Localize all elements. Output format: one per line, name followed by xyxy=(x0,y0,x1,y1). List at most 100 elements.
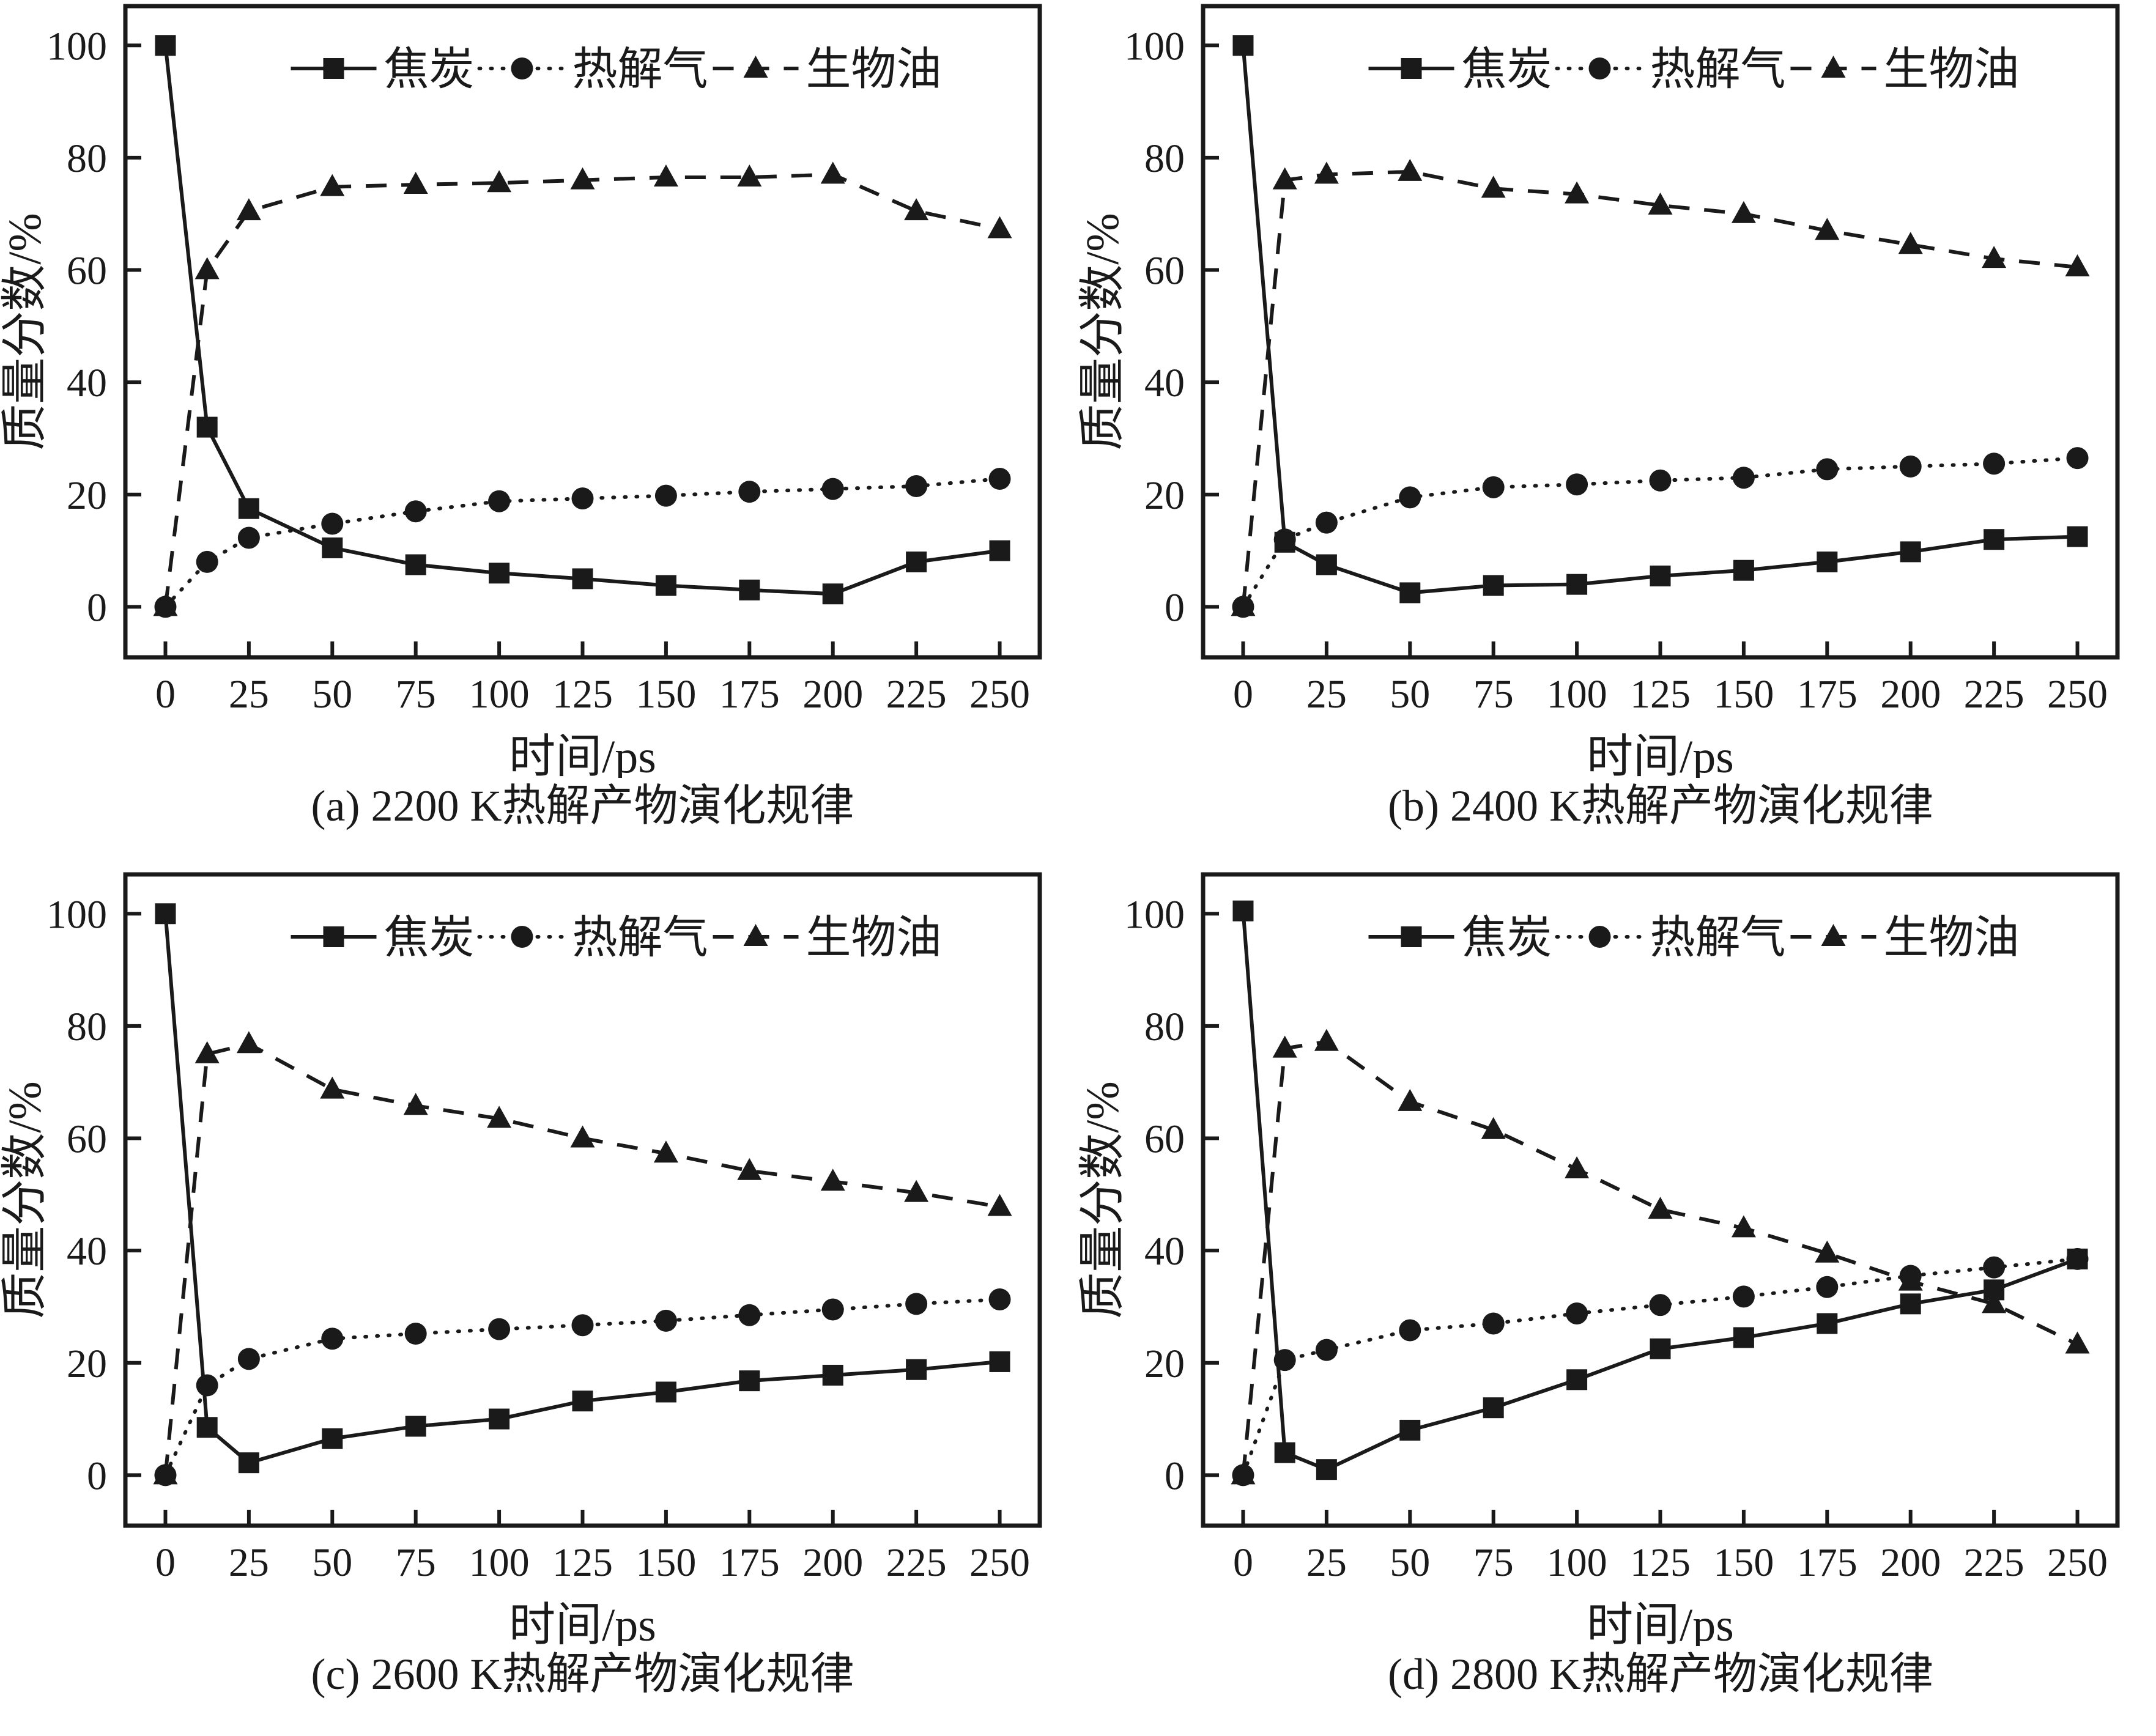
chart-2800k: 0 20 40 60 80 100 0 25 50 75 100 125 150 175 200 225 250… xyxy=(1078,872,2120,1646)
y-tick-label: 100 xyxy=(1124,892,1185,937)
data-point-triangle xyxy=(1898,232,1923,254)
data-point-triangle xyxy=(236,1031,261,1054)
x-tick-label: 50 xyxy=(1390,1540,1430,1585)
data-point-square xyxy=(822,1364,843,1386)
data-point-triangle xyxy=(487,1106,512,1128)
data-point-triangle xyxy=(194,1041,220,1063)
chart-2600k: 0 20 40 60 80 100 0 25 50 75 100 125 150 175 200 225 250… xyxy=(0,872,1042,1646)
data-point-square xyxy=(906,551,927,572)
data-point-triangle xyxy=(1982,1291,2007,1313)
data-point-triangle xyxy=(153,594,178,616)
series-line-square xyxy=(1241,910,2078,1472)
legend-label: 焦炭 xyxy=(384,913,475,963)
x-tick-label: 75 xyxy=(1473,1540,1514,1585)
data-point-square xyxy=(1232,35,1254,56)
data-point-triangle xyxy=(1398,158,1423,181)
x-tick-label: 225 xyxy=(1964,672,2024,717)
y-tick-label: 100 xyxy=(46,892,107,937)
data-point-circle xyxy=(1732,467,1755,489)
data-point-square xyxy=(405,1416,426,1437)
y-tick-label: 20 xyxy=(67,1342,107,1386)
data-point-triangle xyxy=(1398,1088,1423,1111)
data-point-square xyxy=(489,1408,510,1430)
data-point-triangle xyxy=(487,170,512,193)
data-point-triangle xyxy=(1731,201,1756,223)
chart-2200k: 0 20 40 60 80 100 0 25 50 75 100 125 150 175 200 225 250… xyxy=(0,4,1042,778)
data-point-triangle xyxy=(1982,246,2007,268)
data-point-square xyxy=(405,554,426,575)
data-point-circle xyxy=(988,468,1011,490)
x-tick-label: 100 xyxy=(469,1540,530,1585)
x-tick-label: 175 xyxy=(1797,1540,1858,1585)
x-tick-label: 175 xyxy=(719,1540,780,1585)
legend-marker-circle xyxy=(511,57,533,79)
data-point-circle xyxy=(988,1288,1011,1311)
legend-label: 热解气 xyxy=(1650,45,1786,95)
data-point-circle xyxy=(821,1298,844,1321)
data-point-triangle xyxy=(820,1169,845,1191)
data-point-circle xyxy=(654,484,677,507)
y-tick-label: 60 xyxy=(1144,1117,1185,1162)
x-tick-label: 100 xyxy=(469,672,530,717)
data-point-circle xyxy=(488,1318,511,1340)
series-line-square xyxy=(1241,45,2078,595)
x-tick-label: 175 xyxy=(719,672,780,717)
x-tick-label: 100 xyxy=(1547,1540,1607,1585)
data-point-circle xyxy=(1482,476,1505,498)
legend-marker-square xyxy=(323,58,344,79)
x-axis-label: 时间/ps xyxy=(509,731,656,778)
panel-2200k: 0 20 40 60 80 100 0 25 50 75 100 125 150 175 200 225 250… xyxy=(0,0,1078,868)
data-point-square xyxy=(1483,575,1504,596)
x-tick-label: 250 xyxy=(969,1540,1030,1585)
caption-2200k: (a) 2200 K热解产物演化规律 xyxy=(311,781,854,830)
data-point-circle xyxy=(1983,452,2006,475)
x-tick-label: 25 xyxy=(229,1540,269,1585)
data-point-square xyxy=(655,1381,676,1403)
data-point-circle xyxy=(1315,511,1338,534)
data-point-circle xyxy=(404,500,427,523)
x-tick-label: 125 xyxy=(1630,672,1691,717)
series-line-square xyxy=(163,45,1000,596)
data-point-triangle xyxy=(153,1462,178,1485)
data-point-circle xyxy=(738,1304,761,1326)
data-point-square xyxy=(739,1370,760,1392)
data-point-circle xyxy=(488,490,511,512)
data-point-square xyxy=(196,1417,218,1438)
data-point-square xyxy=(739,579,760,600)
data-point-circle xyxy=(321,512,344,535)
x-tick-label: 200 xyxy=(802,1540,863,1585)
data-point-square xyxy=(1399,582,1421,604)
y-tick-label: 20 xyxy=(1144,1342,1185,1386)
y-tick-label: 60 xyxy=(67,249,107,294)
x-axis-label: 时间/ps xyxy=(1587,731,1734,778)
data-point-square xyxy=(1399,1419,1421,1441)
series-line-triangle xyxy=(1241,1040,2078,1476)
y-axis-label: 质量分数/% xyxy=(0,213,51,450)
data-point-triangle xyxy=(1815,1240,1840,1263)
legend-label: 热解气 xyxy=(572,913,708,963)
plot-border xyxy=(1201,4,2120,660)
data-point-square xyxy=(655,575,676,596)
data-point-circle xyxy=(1983,1256,2006,1279)
data-point-circle xyxy=(821,478,844,500)
legend-label: 焦炭 xyxy=(1462,45,1552,95)
data-point-circle xyxy=(905,475,928,497)
x-axis-label: 时间/ps xyxy=(509,1600,656,1646)
data-point-triangle xyxy=(653,164,678,187)
data-point-circle xyxy=(571,1314,594,1337)
data-point-square xyxy=(1483,1397,1504,1419)
data-point-triangle xyxy=(1815,218,1840,240)
legend-marker-triangle xyxy=(1821,924,1846,946)
data-point-triangle xyxy=(653,1140,678,1163)
data-point-square xyxy=(322,537,343,558)
data-point-square xyxy=(489,563,510,584)
data-point-circle xyxy=(738,481,761,503)
data-point-circle xyxy=(905,1293,928,1315)
y-tick-label: 40 xyxy=(1144,1229,1185,1274)
data-point-square xyxy=(238,498,259,519)
x-tick-label: 150 xyxy=(635,672,696,717)
data-point-circle xyxy=(1399,486,1421,509)
legend-label: 热解气 xyxy=(572,45,708,95)
legend-label: 焦炭 xyxy=(384,45,475,95)
